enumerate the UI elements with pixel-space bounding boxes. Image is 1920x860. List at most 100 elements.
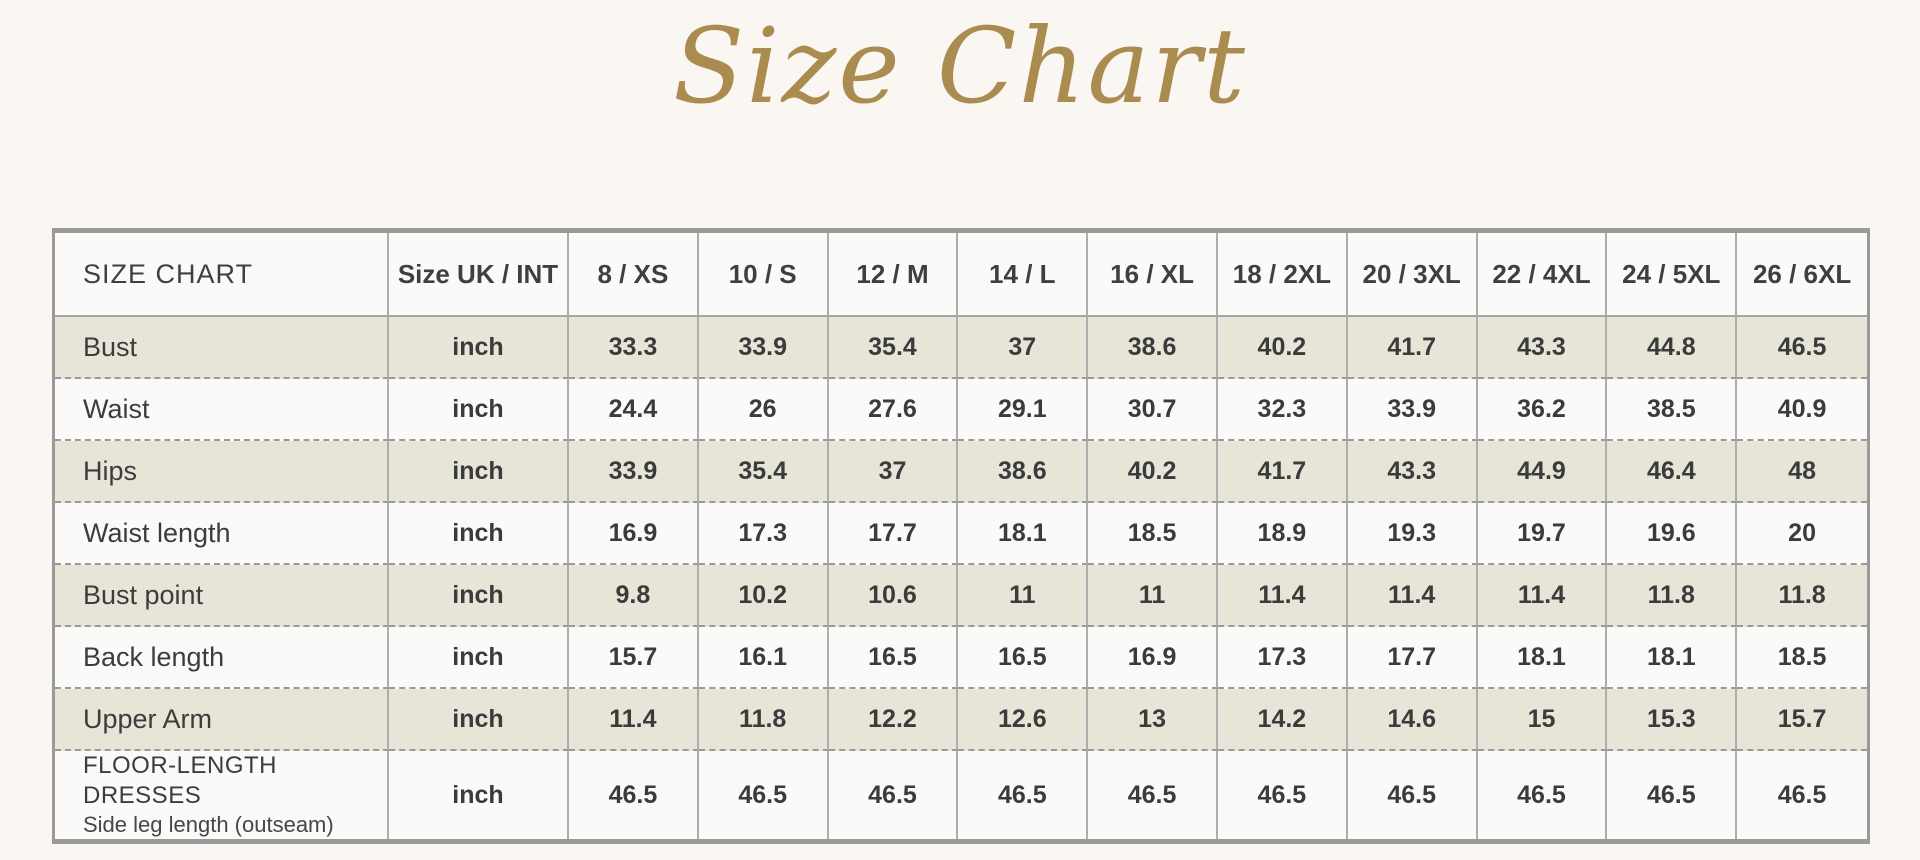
table-row: Waist inch 24.4 26 27.6 29.1 30.7 32.3 33.9 36.2 3… [55,379,1867,441]
unit-cell: inch [389,689,569,751]
value-cell: 46.5 [1777,780,1827,809]
value-cell: 38.5 [1607,379,1738,441]
value-cell: 43.3 [1477,317,1608,379]
table-row: Hips inch 33.9 35.4 37 38.6 40.2 41.7 43.3 44.9 46… [55,441,1867,503]
row-label: Waist length [83,517,231,548]
value-cell: 38.6 [1088,317,1218,379]
value-cell: 37 [958,317,1089,379]
value-cell: 15.7 [569,627,699,689]
value-cell: 10.2 [698,565,829,627]
value-cell: 32.3 [1217,379,1348,441]
row-label-cell: Hips [55,441,389,503]
value-cell: 16.5 [958,627,1089,689]
value-cell: 41.7 [1217,441,1348,503]
row-label: FLOOR-LENGTH DRESSES [83,752,278,809]
value-cell: 18.1 [1607,627,1738,689]
value-cell: 26 [698,379,829,441]
value-cell: 24.4 [569,379,699,441]
value-cell: 11.4 [569,689,699,751]
value-cell: 18.1 [1477,627,1608,689]
value-cell: 40.2 [1088,441,1218,503]
row-label-cell: Bust [55,317,389,379]
row-label-cell: Back length [55,627,389,689]
value-cell: 19.7 [1477,503,1608,565]
value-cell: 40.2 [1217,317,1348,379]
value-cell: 44.9 [1477,441,1608,503]
row-label-cell: Bust point [55,565,389,627]
value-cell: 10.6 [828,565,959,627]
value-cell: 15.3 [1607,689,1738,751]
row-label: Back length [83,641,225,672]
value-cell: 46.5 [829,751,959,839]
value-cell: 14.6 [1347,689,1478,751]
value-cell: 29.1 [958,379,1089,441]
value-cell: 12.2 [828,689,959,751]
table-row: Upper Arm inch 11.4 11.8 12.2 12.6 13 14.2 14.6 1… [55,689,1867,751]
value-cell: 17.3 [1217,627,1348,689]
row-label: Hips [83,455,138,486]
table-row: Back length inch 15.7 16.1 16.5 16.5 16.9 17.3 1… [55,627,1867,689]
row-label-cell: Upper Arm [55,689,389,751]
value-cell: 16.9 [1088,627,1218,689]
value-cell: 46.5 [569,751,699,839]
value-cell: 15.7 [1737,689,1867,751]
value-cell: 17.3 [698,503,829,565]
value-cell: 37 [828,441,959,503]
table-row: Bust inch 33.3 33.9 35.4 37 38.6 40.2 41.7 43.3 44… [55,317,1867,379]
value-cell: 46.5 [1607,751,1738,839]
value-cell: 11.8 [1607,565,1738,627]
value-cell: 46.5 [1088,751,1218,839]
row-label: Waist [83,393,150,424]
value-cell: 16.1 [698,627,829,689]
row-label: Upper Arm [83,703,213,734]
value-cell: 33.9 [698,317,829,379]
value-cell: 33.9 [569,441,699,503]
size-column-header: 24 / 5XL [1607,233,1738,317]
corner-header: SIZE CHART [55,233,389,317]
size-column-header: 14 / L [958,233,1089,317]
size-column-header: 22 / 4XL [1477,233,1608,317]
value-cell: 38.6 [958,441,1089,503]
size-column-header: 26 / 6XL [1737,233,1867,317]
value-cell: 46.5 [1218,751,1348,839]
header-row: SIZE CHART Size UK / INT 8 / XS 10 / S 12 / … [55,233,1867,317]
value-cell: 35.4 [698,441,829,503]
size-column-header: 8 / XS [569,233,699,317]
row-label-cell: Waist length [55,503,389,565]
value-cell: 27.6 [828,379,959,441]
size-column-header: 16 / XL [1088,233,1218,317]
size-column-header: 20 / 3XL [1347,233,1478,317]
size-column-header: 10 / S [698,233,829,317]
value-cell: 11.4 [1217,565,1348,627]
value-cell: 11.8 [1737,565,1867,627]
value-cell: 18.5 [1737,627,1867,689]
value-cell: 44.8 [1607,317,1738,379]
table-row: Waist length inch 16.9 17.3 17.7 18.1 18.5 18.9… [55,503,1867,565]
value-cell: 36.2 [1477,379,1608,441]
size-column-header: 12 / M [828,233,959,317]
value-cell: 40.9 [1737,379,1867,441]
unit-column-header: Size UK / INT [389,233,569,317]
size-column-header: 18 / 2XL [1217,233,1348,317]
value-cell: 18.9 [1217,503,1348,565]
value-cell: 46.5 [1478,751,1608,839]
page-title: Size Chart [673,5,1247,127]
value-cell: 11.4 [1477,565,1608,627]
unit-cell: inch [389,627,569,689]
table-row: FLOOR-LENGTH DRESSES Side leg length (out… [55,751,1867,839]
value-cell: 46.5 [958,751,1089,839]
value-cell: 33.9 [1347,379,1478,441]
value-cell: 30.7 [1088,379,1218,441]
value-cell: 9.8 [569,565,699,627]
row-label: Bust [83,331,138,362]
value-cell: 19.3 [1347,503,1478,565]
unit-cell: inch [389,751,569,839]
value-cell: 17.7 [828,503,959,565]
unit-cell: inch [389,317,569,379]
value-cell: 46.5 [1348,751,1478,839]
row-label-cell: FLOOR-LENGTH DRESSES Side leg length (out… [55,751,389,839]
unit-cell: inch [389,379,569,441]
size-chart-table: SIZE CHART Size UK / INT 8 / XS 10 / S 12 / … [52,228,1870,844]
value-cell: 48 [1737,441,1867,503]
value-cell: 14.2 [1217,689,1348,751]
